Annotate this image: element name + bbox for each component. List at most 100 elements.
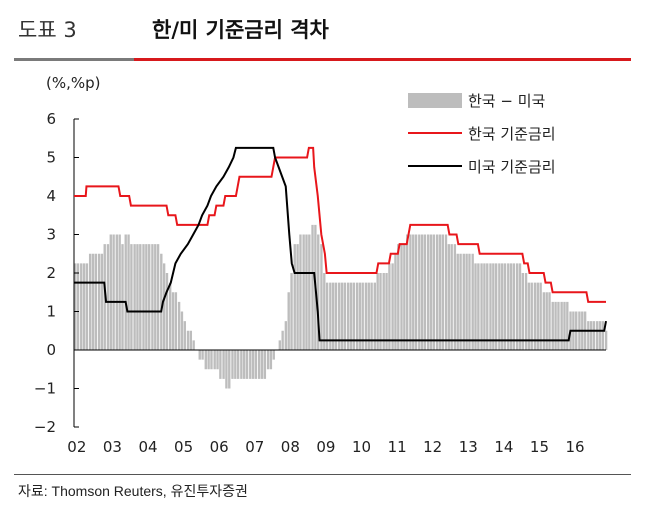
diff-bar [293,244,296,351]
diff-bar [587,321,590,351]
legend-label-diff: 한국 − 미국 [468,92,546,110]
y-tick-label: −1 [34,380,56,398]
diff-bar [592,321,596,351]
x-tick-label: 03 [103,438,122,456]
diff-bar [373,282,376,351]
diff-bar [515,263,519,351]
diff-bar [507,263,510,351]
diff-bar [278,340,281,351]
diff-bar [80,263,83,351]
diff-bar [281,330,284,350]
diff-bar [260,350,264,379]
diff-bar [400,244,403,351]
diff-bar [234,350,237,379]
diff-bar [494,263,498,351]
diff-bar [492,263,495,351]
figure-title: 한/미 기준금리 격차 [152,18,329,42]
diff-bar [240,350,243,379]
y-tick-label: 6 [46,110,56,128]
diff-bar [501,263,504,351]
diff-bar [483,263,486,351]
diff-bar [598,321,602,351]
diff-bar [596,321,599,351]
figure-header: 도표 3 한/미 기준금리 격차 [0,0,648,62]
y-tick-label: −2 [34,418,56,436]
diff-bar [180,311,184,350]
x-tick-label: 15 [530,438,549,456]
diff-bar [498,263,501,351]
diff-bar [88,253,92,350]
diff-bar [367,282,370,351]
diff-bar [74,263,77,351]
diff-bar [198,350,201,360]
diff-bar [447,244,451,351]
diff-bar [503,263,507,351]
diff-bar [486,263,489,351]
diff-bar [604,330,608,350]
diff-bar [329,282,332,351]
diff-bar [338,282,341,351]
x-tick-label: 07 [245,438,264,456]
diff-bar [331,282,335,351]
diff-bar [142,244,145,351]
diff-bar [391,263,394,351]
diff-bar [450,244,453,351]
diff-bar [474,263,477,351]
diff-bar [438,234,442,350]
diff-bar [533,282,537,351]
diff-bar [358,282,362,351]
diff-bar [148,244,151,351]
x-tick-label: 02 [67,438,86,456]
diff-bar [563,301,566,351]
diff-bar [210,350,213,370]
diff-bar [121,244,124,351]
diff-bar [254,350,258,379]
diff-bar [512,263,516,351]
diff-bar [174,292,178,350]
diff-bar [489,263,492,351]
diff-bar [420,234,424,350]
diff-bar [551,301,554,351]
diff-bar [243,350,246,379]
diff-bar [296,244,299,351]
korea-rate-line [74,146,606,303]
diff-bar [133,244,136,351]
diff-bar [287,292,290,350]
y-tick-label: 4 [46,187,56,205]
diff-bar [320,244,323,351]
legend-label-us: 미국 기준금리 [468,158,556,176]
diff-bar [530,282,533,351]
diff-bar [207,350,210,370]
diff-bar [109,234,112,350]
diff-bar [385,273,388,350]
diff-bar [566,301,569,351]
diff-bar [124,234,127,350]
x-tick-label: 08 [281,438,300,456]
diff-bar [305,234,308,350]
diff-bar [355,282,359,351]
diff-bar [601,321,605,351]
y-tick-label: 0 [46,341,56,359]
footer-rule [14,474,631,475]
diff-bar [480,263,483,351]
diff-bar [429,234,433,350]
x-tick-label: 13 [459,438,478,456]
diff-bar [145,244,148,351]
diff-bar [290,273,293,350]
diff-bar [557,301,560,351]
x-tick-label: 05 [174,438,193,456]
diff-bar [323,273,326,350]
diff-bar [397,244,400,351]
x-tick-label: 09 [316,438,335,456]
diff-bar [183,321,186,351]
diff-bar [468,253,471,350]
diff-bar [236,350,240,379]
y-axis-unit-label: (%,%p) [46,74,101,92]
diff-bar [245,350,249,379]
diff-bar [201,350,204,360]
diff-bar [409,234,412,350]
diff-bar [545,292,548,350]
diff-bar [76,263,80,351]
diff-bar [299,234,302,350]
